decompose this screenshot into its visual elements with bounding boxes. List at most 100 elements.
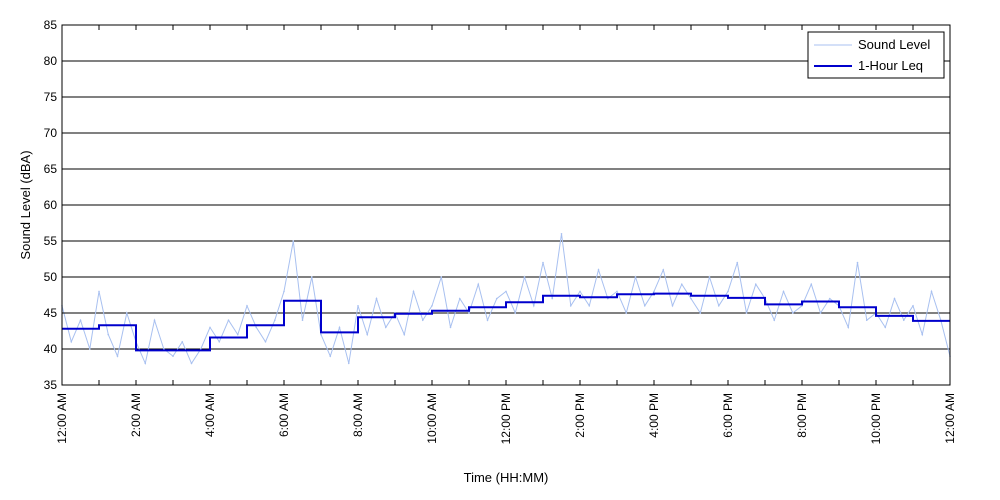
sound-level-point-85 <box>847 326 850 329</box>
sound-level-point-73 <box>736 261 739 264</box>
sound-level-point-6 <box>116 355 119 358</box>
sound-level-point-14 <box>190 362 193 365</box>
sound-level-point-72 <box>727 290 729 293</box>
x-tick-label-0: 12:00 AM <box>55 393 69 444</box>
sound-level-point-29 <box>329 355 332 358</box>
x-tick-label-2: 4:00 AM <box>203 393 217 437</box>
leq-step-line <box>62 292 950 352</box>
sound-level-point-35 <box>384 326 387 329</box>
sound-level-point-5 <box>107 333 110 336</box>
x-tick-label-8: 4:00 PM <box>647 393 661 438</box>
sound-level-point-43 <box>458 297 461 300</box>
sound-level-point-55 <box>569 305 572 307</box>
sound-level-point-9 <box>144 362 147 365</box>
sound-level-point-52 <box>542 261 544 264</box>
sound-level-point-26 <box>301 319 304 322</box>
sound-level-point-82 <box>819 312 822 314</box>
sound-level-point-18 <box>227 319 230 322</box>
x-tick-label-12: 12:00 AM <box>943 393 957 444</box>
legend: Sound Level 1-Hour Leq <box>807 31 945 79</box>
sound-level-point-44 <box>468 312 470 314</box>
sound-level-point-78 <box>782 290 785 293</box>
sound-level-point-2 <box>79 319 82 322</box>
sound-level-point-50 <box>523 276 526 278</box>
sound-level-point-79 <box>791 312 794 314</box>
sound-level-point-7 <box>125 312 128 314</box>
sound-level-point-58 <box>597 269 600 271</box>
sound-level-point-93 <box>921 333 924 336</box>
sound-level-point-75 <box>754 283 757 286</box>
sound-level-point-24 <box>283 290 285 293</box>
sound-level-point-3 <box>88 348 91 350</box>
sound-level-point-21 <box>255 326 258 329</box>
sound-level-point-89 <box>884 326 887 329</box>
sound-level-point-32 <box>357 305 359 307</box>
x-tick-label-7: 2:00 PM <box>573 393 587 438</box>
sound-level-point-56 <box>579 290 581 293</box>
sound-level-point-64 <box>653 290 655 293</box>
sound-level-point-23 <box>273 319 276 322</box>
sound-level-point-68 <box>690 297 692 300</box>
sound-level-point-1 <box>70 341 73 343</box>
x-axis-label: Time (HH:MM) <box>464 470 549 485</box>
y-tick-label-85: 85 <box>44 18 58 32</box>
sound-level-point-31 <box>347 362 350 365</box>
sound-level-point-48 <box>505 290 507 293</box>
legend-label-sound-level: Sound Level <box>858 37 930 52</box>
sound-level-point-39 <box>421 319 424 322</box>
leq-series <box>62 292 950 352</box>
sound-level-point-45 <box>477 283 480 286</box>
y-tick-label-60: 60 <box>44 198 58 212</box>
y-tick-label-75: 75 <box>44 90 58 104</box>
sound-level-point-77 <box>773 319 776 322</box>
sound-level-point-62 <box>634 276 637 278</box>
sound-level-point-57 <box>588 305 591 307</box>
sound-level-point-61 <box>625 312 628 314</box>
x-tick-label-9: 6:00 PM <box>721 393 735 438</box>
y-tick-label-70: 70 <box>44 126 58 140</box>
sound-level-point-4 <box>98 290 100 293</box>
sound-level-point-28 <box>320 333 322 336</box>
sound-level-point-41 <box>440 276 443 278</box>
x-tick-label-6: 12:00 PM <box>499 393 513 444</box>
x-axis-ticks: 12:00 AM 2:00 AM 4:00 AM 6:00 AM 8:00 AM 10:0… <box>55 25 957 444</box>
sound-level-point-30 <box>338 326 341 329</box>
sound-level-point-27 <box>310 276 313 278</box>
sound-level-point-37 <box>403 333 406 336</box>
sound-level-series <box>61 233 951 366</box>
x-tick-label-5: 10:00 AM <box>425 393 439 444</box>
sound-level-point-51 <box>532 305 535 307</box>
sound-level-point-46 <box>486 319 489 322</box>
sound-level-point-54 <box>560 233 563 235</box>
y-tick-label-45: 45 <box>44 306 58 320</box>
sound-level-point-22 <box>264 341 267 343</box>
x-tick-label-4: 8:00 AM <box>351 393 365 437</box>
x-tick-label-11: 10:00 PM <box>869 393 883 444</box>
sound-level-point-60 <box>616 290 618 293</box>
x-tick-label-10: 8:00 PM <box>795 393 809 438</box>
sound-level-point-74 <box>745 312 748 314</box>
legend-label-leq: 1-Hour Leq <box>858 58 923 73</box>
sound-level-point-42 <box>449 326 452 329</box>
sound-level-point-91 <box>902 319 905 322</box>
sound-level-point-20 <box>246 305 248 307</box>
y-tick-label-65: 65 <box>44 162 58 176</box>
legend-box <box>807 31 945 79</box>
x-tick-label-3: 6:00 AM <box>277 393 291 437</box>
sound-level-point-66 <box>671 305 674 307</box>
sound-level-point-25 <box>292 240 295 242</box>
sound-level-point-71 <box>717 305 720 307</box>
sound-level-point-47 <box>495 297 498 300</box>
y-axis-label: Sound Level (dBA) <box>18 150 33 259</box>
sound-level-point-19 <box>236 333 239 336</box>
sound-level-point-16 <box>209 326 211 329</box>
sound-level-point-38 <box>412 290 415 293</box>
sound-level-point-33 <box>366 333 369 336</box>
sound-level-point-13 <box>181 341 184 343</box>
sound-level-point-92 <box>912 305 914 307</box>
y-tick-label-80: 80 <box>44 54 58 68</box>
sound-level-point-67 <box>680 283 683 286</box>
sound-level-point-34 <box>375 297 378 300</box>
sound-level-point-81 <box>810 283 813 286</box>
